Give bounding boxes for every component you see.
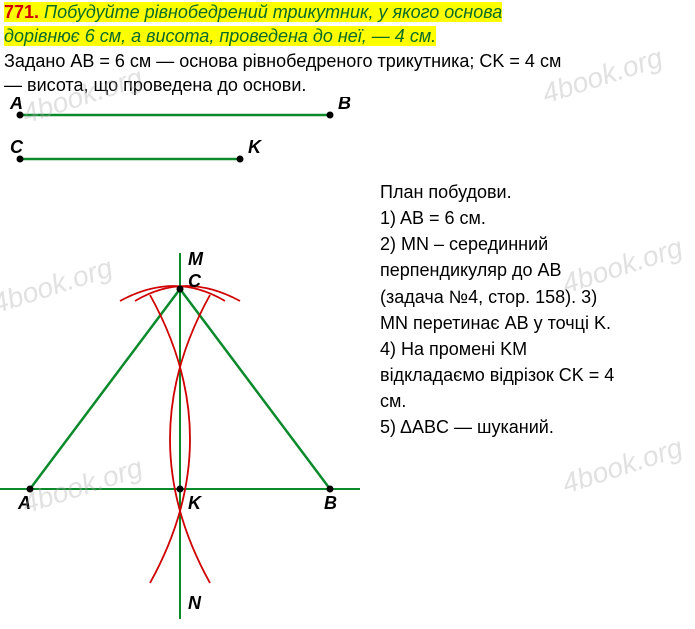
point-K-dot	[237, 156, 244, 163]
label-A: A	[9, 97, 23, 113]
main-row: M C A K B N План побудови. 1) AB = 6 см.…	[0, 179, 695, 629]
segment-diagram: A B C K	[0, 97, 370, 179]
problem-text-2: дорівнює 6 см, а висота, проведена до не…	[4, 26, 436, 46]
construction-diagram-wrap: M C A K B N	[0, 179, 370, 629]
side-AC	[30, 289, 180, 489]
pt-B	[327, 486, 334, 493]
plan-step3: MN перетинає AB у точці K.	[380, 310, 695, 336]
plan-step2c: (задача №4, стор. 158). 3)	[380, 284, 695, 310]
plan-step1: 1) AB = 6 см.	[380, 205, 695, 231]
lbl-B: B	[324, 493, 337, 513]
pt-K	[177, 486, 184, 493]
plan-text: План побудови. 1) AB = 6 см. 2) MN – сер…	[370, 179, 695, 440]
label-C: C	[10, 137, 24, 157]
lbl-K: K	[188, 493, 203, 513]
pt-A	[27, 486, 34, 493]
plan-title: План побудови.	[380, 179, 695, 205]
side-BC	[180, 289, 330, 489]
lbl-A: A	[17, 493, 31, 513]
plan-step4b: відкладаємо відрізок CK = 4	[380, 362, 695, 388]
lbl-M: M	[188, 249, 204, 269]
lbl-N: N	[188, 593, 202, 613]
construction-diagram: M C A K B N	[0, 179, 370, 629]
plan-step4a: 4) На промені KM	[380, 336, 695, 362]
plan-step2a: 2) MN – серединний	[380, 231, 695, 257]
plan-step2b: перпендикуляр до AB	[380, 257, 695, 283]
given-line-1: Задано AB = 6 см — основа рівнобедреного…	[0, 49, 695, 73]
point-B-dot	[327, 112, 334, 119]
problem-number: 771.	[4, 2, 39, 22]
problem-statement: 771. Побудуйте рівнобедрений трикутник, …	[0, 0, 695, 24]
lbl-C: C	[188, 271, 202, 291]
plan-step4c: см.	[380, 388, 695, 414]
label-B: B	[338, 97, 351, 113]
problem-text-1: Побудуйте рівнобедрений трикутник, у яко…	[39, 2, 502, 22]
label-K: K	[248, 137, 263, 157]
plan-step5: 5) ΔABC — шуканий.	[380, 414, 695, 440]
pt-C	[177, 286, 184, 293]
given-line-2: — висота, що проведена до основи.	[0, 73, 695, 97]
problem-statement-2: дорівнює 6 см, а висота, проведена до не…	[0, 24, 695, 48]
